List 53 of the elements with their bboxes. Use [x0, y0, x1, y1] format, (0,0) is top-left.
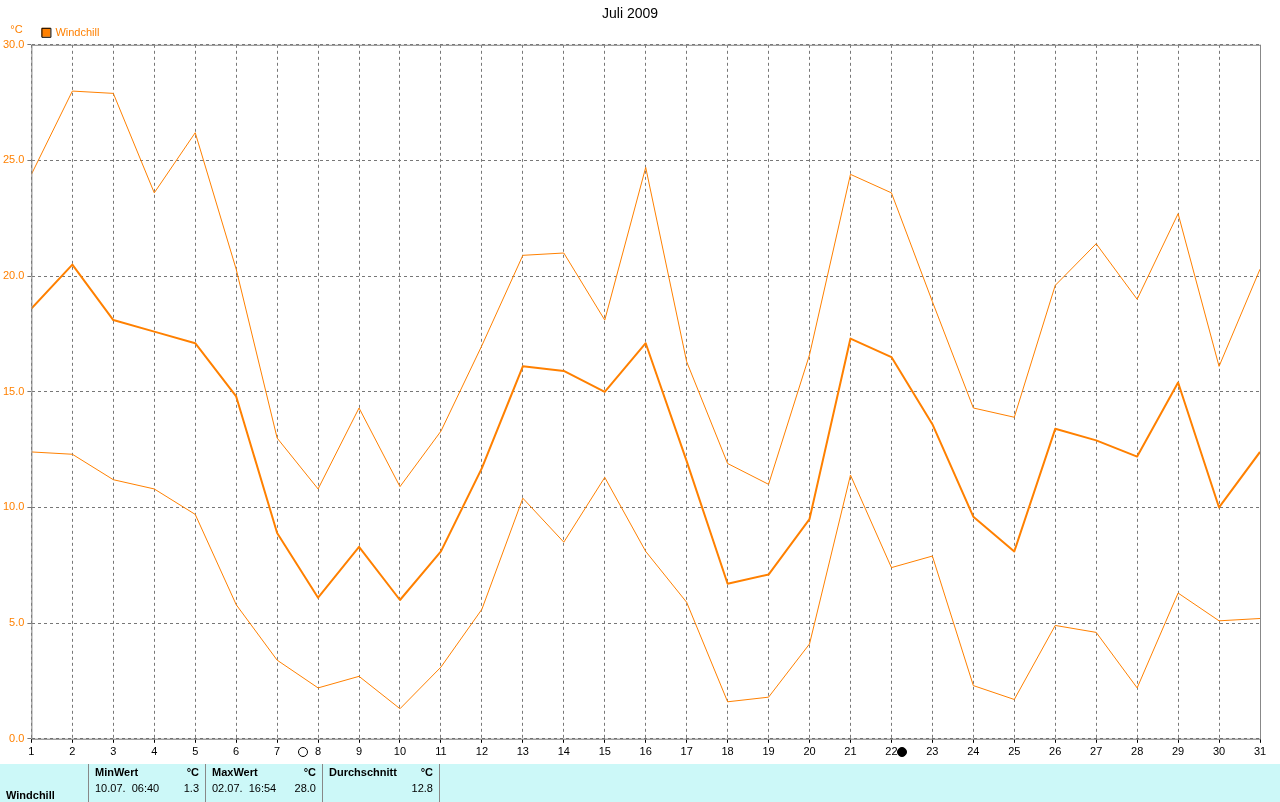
x-tick-label: 18	[721, 745, 734, 758]
x-tick-label: 8	[315, 745, 322, 758]
text: °C	[303, 766, 316, 778]
x-tick-label: 24	[967, 745, 980, 758]
legend-label: Windchill	[55, 25, 100, 38]
y-tick-label: 10.0	[2, 500, 25, 513]
text: °C	[186, 766, 199, 778]
x-tick-label: 9	[355, 745, 363, 758]
y-tick-label: 0.0	[9, 731, 25, 744]
x-tick-label: 26	[1049, 745, 1062, 758]
x-tick-label: 21	[844, 745, 857, 758]
x-tick-label: 4	[151, 745, 158, 758]
x-tick-label: 3	[110, 745, 117, 758]
y-tick-label: 15.0	[2, 384, 25, 397]
y-tick-label: 20.0	[2, 269, 25, 282]
x-tick-label: 27	[1090, 745, 1103, 758]
x-tick-label: 16	[639, 745, 652, 758]
y-axis-title: °C	[10, 22, 23, 35]
x-tick-label: 17	[680, 745, 693, 758]
text: °C	[420, 766, 433, 778]
x-tick-label: 25	[1008, 745, 1021, 758]
x-tick-label: 2	[69, 745, 76, 758]
chart-title: Juli 2009	[601, 5, 659, 22]
x-tick-label: 1	[28, 745, 35, 758]
x-tick-label: 28	[1131, 745, 1144, 758]
x-tick-label: 10	[393, 745, 407, 758]
text: MinWert	[95, 766, 139, 778]
text: 12.8	[411, 782, 433, 794]
x-tick-label: 14	[557, 745, 570, 758]
x-tick-label: 7	[274, 745, 281, 758]
x-tick-label: 31	[1253, 745, 1267, 758]
x-tick-label: 13	[516, 745, 529, 758]
y-tick-label: 30.0	[2, 37, 25, 50]
x-tick-label: 11	[435, 745, 447, 758]
x-tick-label: 12	[475, 745, 489, 758]
x-tick-label: 29	[1171, 745, 1185, 758]
text: Windchill	[6, 789, 55, 801]
x-tick-label: 30	[1212, 745, 1226, 758]
x-tick-label: 22	[885, 745, 898, 758]
x-tick-label: 6	[233, 745, 240, 758]
text: 28.0	[294, 782, 316, 794]
text: 02.07. 16:54	[212, 782, 277, 794]
x-tick-label: 23	[926, 745, 939, 758]
x-tick-label: 5	[192, 745, 199, 758]
x-tick-label: 19	[762, 745, 775, 758]
x-tick-label: 15	[598, 745, 611, 758]
text: 10.07. 06:40	[95, 782, 160, 794]
text: Durchschnitt	[329, 766, 397, 778]
y-tick-label: 5.0	[9, 616, 25, 629]
text: MaxWert	[212, 766, 258, 778]
text: 1.3	[183, 782, 199, 794]
y-tick-label: 25.0	[2, 153, 25, 166]
x-tick-label: 20	[803, 745, 816, 758]
